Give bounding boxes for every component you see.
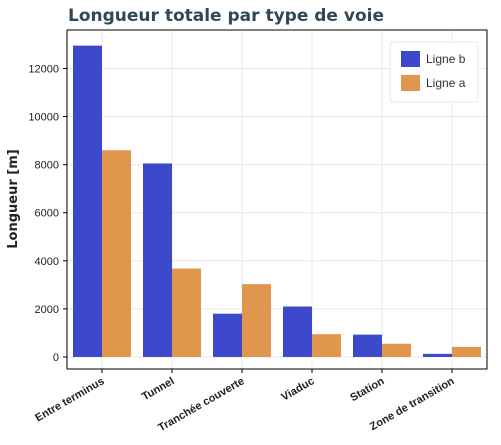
y-tick-label: 12000 bbox=[28, 63, 59, 75]
x-tick-label: Station bbox=[348, 375, 387, 404]
legend-swatch bbox=[401, 75, 420, 91]
bar bbox=[102, 150, 131, 357]
bar bbox=[213, 313, 242, 357]
chart-title: Longueur totale par type de voie bbox=[68, 6, 385, 26]
bar bbox=[73, 45, 102, 357]
bar bbox=[382, 343, 411, 357]
bar bbox=[452, 346, 481, 357]
legend-label: Ligne b bbox=[426, 52, 466, 66]
y-tick-label: 0 bbox=[53, 352, 59, 364]
bar bbox=[283, 306, 312, 357]
y-axis-label: Longueur [m] bbox=[6, 149, 21, 248]
y-tick-label: 4000 bbox=[35, 256, 59, 268]
bar bbox=[143, 163, 172, 357]
axes bbox=[63, 29, 488, 373]
bar bbox=[353, 334, 382, 357]
plot-frame bbox=[66, 29, 488, 370]
y-tick-labels: 0 2000 4000 6000 8000 10000 12000 bbox=[28, 63, 59, 364]
x-tick-label: Entre terminus bbox=[33, 375, 106, 424]
bar bbox=[242, 284, 271, 357]
x-tick-label: Tunnel bbox=[140, 375, 177, 403]
x-tick-label: Viaduc bbox=[279, 375, 316, 403]
legend[interactable]: Ligne b Ligne a bbox=[389, 41, 479, 103]
bar bbox=[423, 353, 452, 357]
legend-label: Ligne a bbox=[426, 76, 466, 90]
y-tick-label: 8000 bbox=[35, 160, 59, 172]
bar bbox=[172, 268, 201, 357]
y-tick-label: 2000 bbox=[35, 304, 59, 316]
bars bbox=[73, 45, 481, 357]
legend-swatch bbox=[401, 51, 420, 67]
y-tick-label: 6000 bbox=[35, 208, 59, 220]
y-tick-label: 10000 bbox=[28, 112, 59, 124]
bar bbox=[312, 334, 341, 357]
